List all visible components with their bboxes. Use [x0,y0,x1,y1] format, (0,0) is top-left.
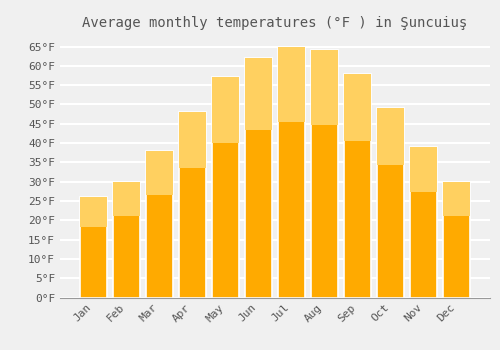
Bar [212,77,239,298]
Bar [444,182,470,216]
Title: Average monthly temperatures (°F ) in Şuncuiuş: Average monthly temperatures (°F ) in Şu… [82,16,468,30]
Bar [179,112,206,298]
Bar [377,108,404,165]
Bar [80,197,106,227]
Bar [112,182,140,298]
Bar [311,50,338,125]
Bar [245,58,272,130]
Bar [278,47,305,122]
Bar [377,108,404,298]
Bar [245,58,272,298]
Bar [344,74,371,298]
Bar [179,112,206,168]
Bar [80,197,106,298]
Bar [444,182,470,298]
Bar [146,151,173,298]
Bar [344,74,371,141]
Bar [112,182,140,216]
Bar [146,151,173,195]
Bar [410,147,438,192]
Bar [278,47,305,298]
Bar [410,147,438,298]
Bar [311,50,338,298]
Bar [212,77,239,144]
